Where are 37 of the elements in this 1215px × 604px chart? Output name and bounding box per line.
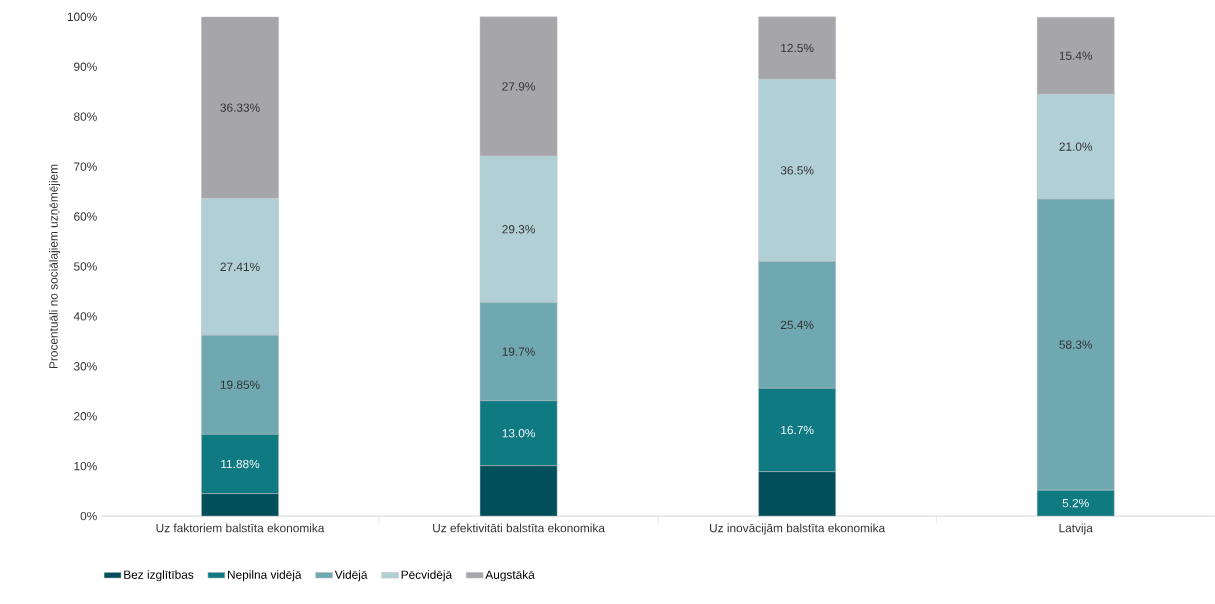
data-label: 19.7%	[502, 347, 535, 356]
legend-label: Augstākā	[485, 570, 535, 582]
data-label: 15.4%	[1059, 51, 1093, 60]
data-label: 19.85%	[220, 380, 260, 389]
x-tick-label: Uz efektivitāti balstīta ekonomika	[433, 523, 605, 533]
data-label: 27.9%	[502, 82, 535, 91]
legend-label: Bez izglītības	[124, 570, 194, 582]
y-tick-label: 80%	[74, 112, 97, 121]
data-label: 12.5%	[781, 43, 814, 53]
y-tick-label: 0%	[80, 511, 97, 521]
data-label: 5.2%	[1062, 498, 1089, 508]
y-axis-title: Procentuāli no sociālajiem uzņēmējiem	[49, 164, 61, 368]
data-label: 36.33%	[220, 103, 260, 112]
y-tick-label: 40%	[73, 312, 97, 321]
data-label: 29.3%	[502, 225, 535, 234]
y-tick-label: 100%	[67, 12, 97, 21]
data-label: 25.4%	[780, 320, 814, 330]
data-label: 11.88%	[221, 459, 260, 469]
y-tick-label: 70%	[74, 162, 97, 171]
legend-label: Vidējā	[334, 570, 368, 582]
data-label: 13.0%	[502, 428, 535, 438]
x-tick-label: Uz inovācijām balstīta ekonomika	[710, 523, 886, 535]
y-tick-label: 60%	[74, 212, 97, 221]
data-label: 36.5%	[780, 166, 814, 175]
legend-label: Pēcvidējā	[401, 570, 453, 582]
data-label: 58.3%	[1059, 340, 1093, 349]
y-tick-label: 10%	[74, 461, 97, 471]
x-tick-label: Latvija	[1059, 523, 1093, 535]
y-tick-label: 90%	[74, 62, 97, 71]
legend-label: Nepilna vidējā	[227, 570, 302, 582]
y-tick-label: 50%	[73, 262, 97, 271]
data-label: 16.7%	[781, 425, 814, 435]
data-label: 27.41%	[220, 262, 260, 271]
y-tick-label: 30%	[73, 362, 97, 371]
x-tick-label: Uz faktoriem balstīta ekonomika	[156, 523, 325, 533]
data-label: 21.0%	[1059, 142, 1093, 151]
y-tick-label: 20%	[74, 412, 97, 421]
